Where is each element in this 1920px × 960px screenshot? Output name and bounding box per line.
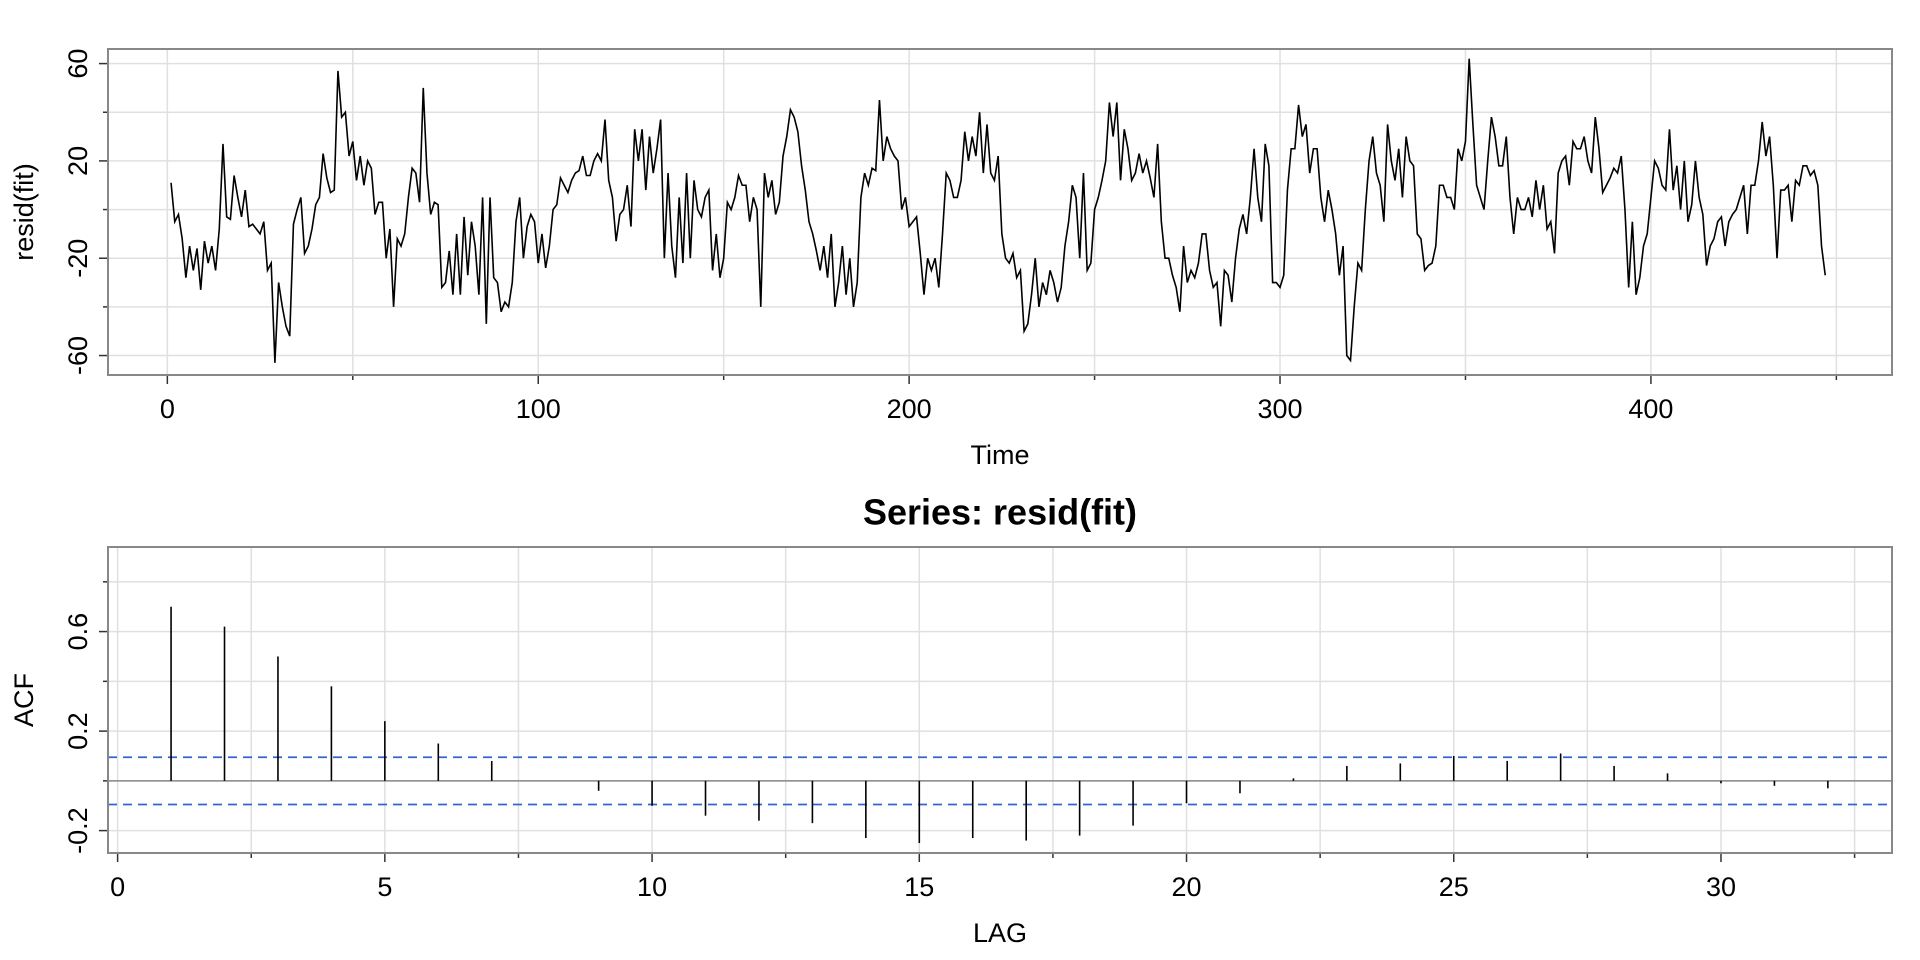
chart-title: Series: resid(fit) (863, 492, 1137, 533)
x-tick-label: 400 (1628, 394, 1673, 424)
y-axis-label: resid(fit) (9, 163, 39, 261)
panel-border (107, 546, 1893, 854)
x-tick-label: 20 (1172, 872, 1202, 902)
y-tick-label: -20 (63, 239, 93, 278)
y-tick-label: -60 (63, 336, 93, 375)
panel-border (107, 48, 1893, 376)
x-axis-label: LAG (973, 918, 1027, 948)
x-tick-label: 30 (1706, 872, 1736, 902)
x-tick-label: 0 (160, 394, 175, 424)
series-line (170, 58, 1827, 363)
y-tick-label: 0.2 (63, 712, 93, 750)
x-tick-label: 0 (110, 872, 125, 902)
x-tick-label: 200 (887, 394, 932, 424)
y-tick-label: 60 (63, 49, 93, 79)
x-tick-label: 10 (637, 872, 667, 902)
x-tick-label: 15 (904, 872, 934, 902)
y-tick-label: 20 (63, 146, 93, 176)
panel (108, 547, 1892, 853)
x-tick-label: 100 (516, 394, 561, 424)
x-tick-label: 300 (1257, 394, 1302, 424)
panel (108, 49, 1892, 375)
y-tick-label: 0.6 (63, 613, 93, 651)
x-axis-label: Time (971, 440, 1030, 470)
y-tick-label: -0.2 (63, 807, 93, 854)
y-axis-label: ACF (9, 673, 39, 727)
x-tick-label: 5 (377, 872, 392, 902)
x-tick-label: 25 (1439, 872, 1469, 902)
